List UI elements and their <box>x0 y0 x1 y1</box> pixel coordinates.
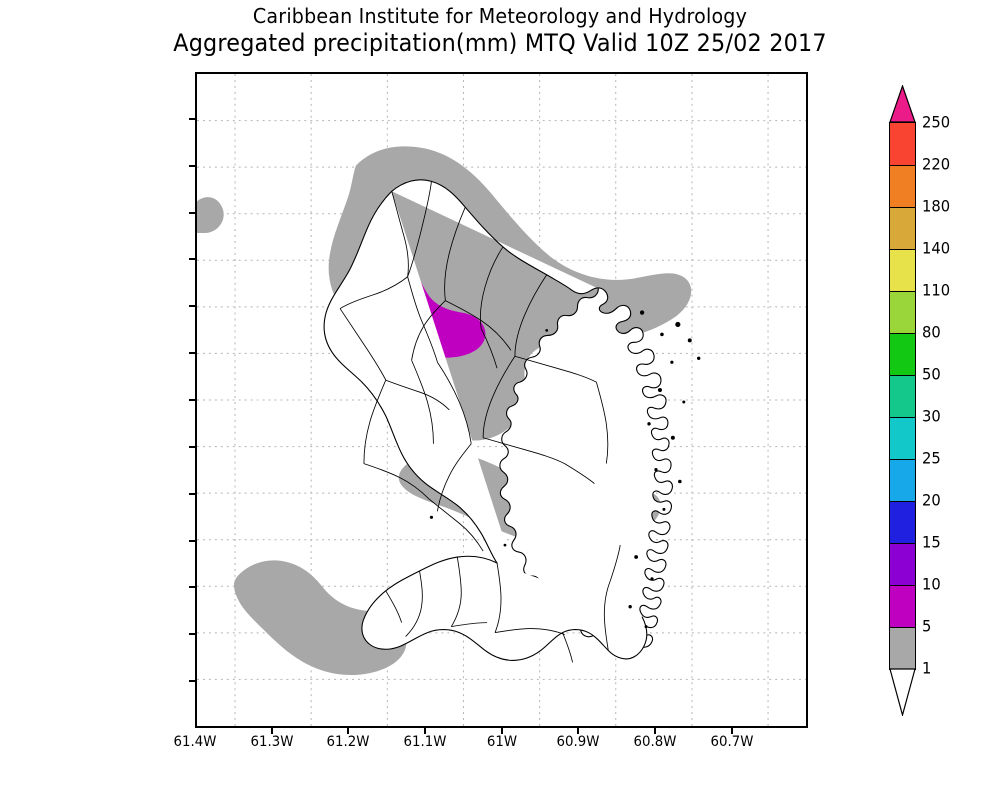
map-canvas[interactable] <box>197 74 806 726</box>
ytick-mark <box>189 586 196 589</box>
colorbar-label-1: 1 <box>922 658 932 678</box>
xtick-label: 60.8W <box>633 734 677 750</box>
ytick-mark <box>189 680 196 683</box>
xtick-label: 60.7W <box>710 734 753 750</box>
institute-title: Caribbean Institute for Meteorology and … <box>252 4 748 28</box>
commune-boundaries <box>339 181 621 663</box>
colorbar-label-5: 5 <box>922 616 932 636</box>
colorbar-label-50: 50 <box>922 364 941 384</box>
colorbar-cell-220[interactable] <box>890 165 915 207</box>
colorbar-cell-110[interactable] <box>890 291 915 333</box>
ytick-mark <box>189 539 196 542</box>
colorbar-label-20: 20 <box>922 490 941 510</box>
colorbar-under-arrow <box>889 668 916 716</box>
xtick-mark <box>423 728 426 734</box>
coastal-islets <box>429 310 701 629</box>
ytick-mark <box>189 117 196 120</box>
colorbar-label-25: 25 <box>922 448 941 468</box>
ytick-mark <box>189 633 196 636</box>
colorbar-cell-250[interactable] <box>890 123 915 165</box>
colorbar-cell-10[interactable] <box>890 585 915 627</box>
ytick-mark <box>189 492 196 495</box>
colorbar-over-arrow <box>889 85 916 123</box>
xtick-mark <box>270 728 273 734</box>
xtick-label: 61W <box>486 734 517 750</box>
xtick-label: 61.4W <box>173 734 217 750</box>
colorbar-label-250: 250 <box>922 112 951 132</box>
ytick-mark <box>189 352 196 355</box>
colorbar-label-220: 220 <box>922 154 951 174</box>
colorbar-cell-140[interactable] <box>890 249 915 291</box>
ytick-mark <box>189 258 196 261</box>
xtick-mark <box>653 728 656 734</box>
colorbar-label-180: 180 <box>922 196 951 216</box>
xtick-label: 60.9W <box>556 734 600 750</box>
colorbar-cell-180[interactable] <box>890 207 915 249</box>
ytick-mark <box>189 399 196 401</box>
title-block: Caribbean Institute for Meteorology and … <box>0 4 1000 57</box>
page-title: Aggregated precipitation(mm) MTQ Valid 1… <box>173 28 827 57</box>
colorbar-label-10: 10 <box>922 574 941 594</box>
colorbar-label-110: 110 <box>922 280 951 300</box>
colorbar-label-140: 140 <box>922 238 951 258</box>
ytick-mark <box>189 445 196 448</box>
colorbar-cell-15[interactable] <box>890 543 915 585</box>
xtick-mark <box>500 728 503 734</box>
colorbar-cell-20[interactable] <box>890 501 915 543</box>
colorbar-cells[interactable] <box>889 122 916 670</box>
colorbar-label-30: 30 <box>922 406 941 426</box>
xtick-label: 61.3W <box>250 734 294 750</box>
ytick-mark <box>189 164 196 167</box>
colorbar-label-15: 15 <box>922 532 941 552</box>
colorbar-cell-80[interactable] <box>890 333 915 375</box>
xtick-label: 61.2W <box>326 734 370 750</box>
map-plot-area[interactable] <box>195 72 808 728</box>
martinique-coastline <box>323 179 673 661</box>
colorbar-cell-5[interactable] <box>890 627 915 669</box>
colorbar-label-80: 80 <box>922 322 941 342</box>
colorbar-cell-25[interactable] <box>890 459 915 501</box>
xtick-label: 61.1W <box>403 734 447 750</box>
xtick-mark <box>577 728 580 734</box>
ytick-mark <box>189 211 196 214</box>
xtick-mark <box>347 728 350 734</box>
colorbar-cell-30[interactable] <box>890 417 915 459</box>
ytick-mark <box>189 305 196 308</box>
colorbar-cell-50[interactable] <box>890 375 915 417</box>
xtick-mark <box>730 728 733 734</box>
